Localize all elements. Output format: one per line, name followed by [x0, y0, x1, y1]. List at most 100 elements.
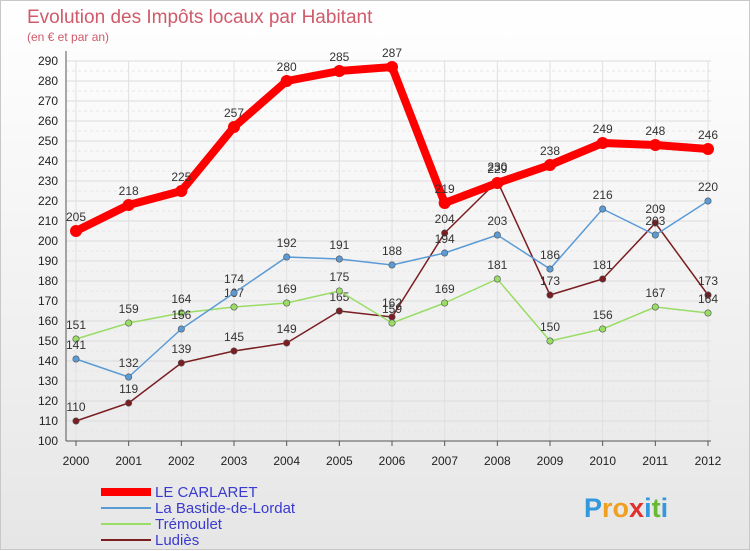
- data-label: 216: [593, 188, 613, 202]
- data-point: [177, 325, 185, 333]
- series-le-carlaret: 205 218 225 257 280 285 287 219 229 238 249 248 246: [66, 46, 718, 237]
- data-label: 174: [224, 272, 244, 286]
- data-label: 287: [382, 46, 402, 60]
- data-label: 230: [487, 160, 507, 174]
- x-tick-label: 2007: [431, 454, 458, 468]
- data-point: [72, 335, 80, 343]
- data-point: [441, 249, 449, 257]
- data-point: [491, 177, 504, 189]
- data-point: [283, 253, 291, 261]
- proxiti-logo: Proxiti: [584, 493, 668, 523]
- logo-letter: i: [644, 493, 652, 523]
- y-tick-label: 290: [38, 54, 58, 68]
- logo-letter: t: [652, 493, 661, 523]
- data-point: [649, 139, 662, 151]
- data-point: [175, 185, 188, 197]
- data-label: 225: [171, 170, 191, 184]
- data-point: [441, 299, 449, 307]
- data-label: 167: [645, 286, 665, 300]
- logo-letter: x: [629, 493, 644, 523]
- data-point: [651, 219, 659, 227]
- chart-subtitle: (en € et par an): [27, 30, 109, 44]
- y-tick-label: 140: [38, 354, 58, 368]
- axes: [65, 51, 711, 442]
- data-label: 159: [382, 302, 402, 316]
- data-label: 145: [224, 330, 244, 344]
- data-point: [546, 337, 554, 345]
- x-tick-label: 2002: [168, 454, 195, 468]
- data-label: 164: [171, 292, 191, 306]
- data-point: [493, 231, 501, 239]
- data-point: [122, 199, 135, 211]
- data-label: 229: [487, 162, 507, 176]
- data-point: [283, 339, 291, 347]
- y-tick-label: 180: [38, 274, 58, 288]
- x-tick-label: 2001: [115, 454, 142, 468]
- data-point: [651, 231, 659, 239]
- data-label: 164: [698, 292, 718, 306]
- logo-letter: i: [661, 493, 669, 523]
- y-tick-label: 200: [38, 234, 58, 248]
- y-tick-label: 230: [38, 174, 58, 188]
- data-label: 181: [487, 258, 507, 272]
- x-tick-label: 2011: [642, 454, 668, 468]
- x-tick-label: 2009: [537, 454, 564, 468]
- data-point: [599, 275, 607, 283]
- data-point: [70, 225, 82, 237]
- series-la-bastide-de-lordat: 141 132 156 174 192 191 188 194 203 186 216 203 220: [66, 180, 718, 381]
- data-point: [386, 61, 398, 73]
- data-point: [230, 289, 238, 297]
- data-label: 119: [119, 382, 138, 396]
- data-label: 205: [66, 210, 86, 224]
- y-axis-ticks: 100 110 120 130 140 150 160 170 180 190 200 210 220 2…: [38, 54, 58, 448]
- grid-lines: [66, 60, 711, 442]
- data-point: [177, 309, 185, 317]
- data-label: 203: [645, 214, 665, 228]
- y-tick-label: 120: [38, 394, 58, 408]
- data-point: [704, 197, 712, 205]
- legend-label: La Bastide-de-Lordat: [155, 500, 296, 517]
- logo-letter: P: [584, 493, 602, 523]
- data-label: 204: [435, 212, 455, 226]
- data-point: [125, 319, 133, 327]
- data-point: [704, 309, 712, 317]
- data-label: 175: [329, 270, 349, 284]
- x-tick-label: 2005: [326, 454, 353, 468]
- data-label: 159: [119, 302, 139, 316]
- x-axis-ticks: 2000 2001 2002 2003 2004 2005 2006 2007 2008 2009…: [63, 441, 722, 468]
- data-point: [544, 159, 556, 171]
- x-tick-label: 2003: [221, 454, 248, 468]
- data-label: 218: [119, 184, 139, 198]
- data-point: [230, 303, 238, 311]
- legend-label: Ludiès: [155, 532, 199, 549]
- data-point: [704, 291, 712, 299]
- data-label: 151: [66, 318, 86, 332]
- data-label: 257: [224, 106, 244, 120]
- data-label: 238: [540, 144, 560, 158]
- data-label: 139: [171, 342, 191, 356]
- data-point: [702, 143, 714, 155]
- data-label: 181: [593, 258, 613, 272]
- x-tick-label: 2000: [63, 454, 90, 468]
- data-label: 219: [435, 182, 455, 196]
- x-tick-label: 2012: [695, 454, 722, 468]
- data-label: 173: [540, 274, 560, 288]
- chart-title: Evolution des Impôts locaux par Habitant: [27, 7, 373, 28]
- data-label: 149: [277, 322, 297, 336]
- data-label: 285: [329, 50, 349, 64]
- data-point: [177, 359, 185, 367]
- y-tick-label: 150: [38, 334, 58, 348]
- series-tr-moulet: 151159164167169175159169181150156167164: [66, 258, 718, 345]
- data-label: 173: [698, 274, 718, 288]
- y-tick-label: 280: [38, 74, 58, 88]
- data-label: 156: [593, 308, 613, 322]
- data-point: [230, 347, 238, 355]
- data-label: 141: [66, 338, 86, 352]
- x-tick-label: 2004: [273, 454, 300, 468]
- data-point: [438, 197, 451, 209]
- data-label: 188: [382, 244, 402, 258]
- data-label: 191: [329, 238, 349, 252]
- data-label: 169: [435, 282, 455, 296]
